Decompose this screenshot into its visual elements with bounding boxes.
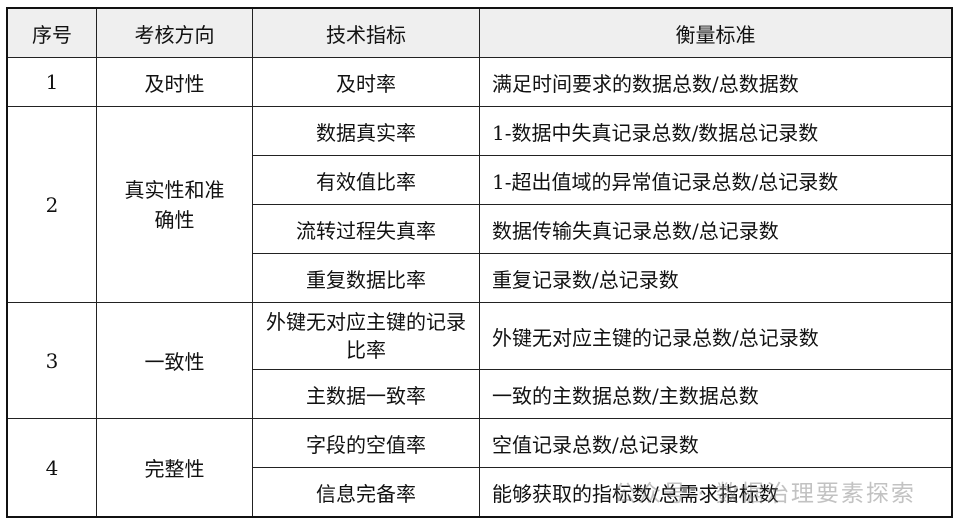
cell-metric: 信息完备率 — [252, 467, 480, 518]
cell-metric: 数据真实率 — [252, 106, 480, 156]
cell-metric: 流转过程失真率 — [252, 204, 480, 254]
cell-metric: 外键无对应主键的记录比率 — [252, 302, 480, 370]
cell-standard: 数据传输失真记录总数/总记录数 — [479, 204, 953, 254]
cell-standard: 1-数据中失真记录总数/数据总记录数 — [479, 106, 953, 156]
header-metric: 技术指标 — [252, 7, 480, 58]
cell-direction: 及时性 — [96, 57, 253, 107]
cell-direction: 真实性和准确性 — [96, 106, 253, 303]
header-row: 序号 考核方向 技术指标 衡量标准 — [6, 7, 953, 58]
cell-direction: 一致性 — [96, 302, 253, 419]
cell-no: 4 — [6, 418, 97, 518]
table-row: 重复数据比率 重复记录数/总记录数 — [7, 253, 953, 303]
cell-standard: 一致的主数据总数/主数据总数 — [479, 369, 953, 419]
cell-no: 3 — [6, 302, 97, 419]
table-row: 3 一致性 外键无对应主键的记录比率 外键无对应主键的记录总数/总记录数 — [6, 302, 953, 419]
cell-metric: 有效值比率 — [252, 155, 480, 205]
metrics-table: 序号 考核方向 技术指标 衡量标准 1 及时性 及时率 满足时间要求的数据总数/总数据… — [6, 7, 953, 518]
table-row: 1 及时性 及时率 满足时间要求的数据总数/总数据数 — [6, 57, 953, 107]
cell-standard: 重复记录数/总记录数 — [479, 253, 953, 303]
cell-standard: 能够获取的指标数/总需求指标数 — [479, 467, 953, 518]
cell-standard: 1-超出值域的异常值记录总数/总记录数 — [479, 155, 953, 205]
table-row: 4 完整性 字段的空值率 空值记录总数/总记录数 — [6, 418, 953, 518]
header-direction: 考核方向 — [96, 7, 253, 58]
table-row: 2 真实性和准确性 数据真实率 1-数据中失真记录总数/数据总记录数 — [6, 106, 953, 303]
cell-metric: 主数据一致率 — [252, 369, 480, 419]
cell-standard: 外键无对应主键的记录总数/总记录数 — [479, 302, 953, 370]
cell-metric: 重复数据比率 — [252, 253, 480, 303]
cell-standard: 满足时间要求的数据总数/总数据数 — [479, 57, 953, 107]
header-no: 序号 — [6, 7, 97, 58]
table-row: 有效值比率 1-超出值域的异常值记录总数/总记录数 — [7, 155, 953, 205]
cell-standard: 空值记录总数/总记录数 — [479, 418, 953, 468]
cell-no: 1 — [6, 57, 97, 107]
table-row: 信息完备率 能够获取的指标数/总需求指标数 — [7, 467, 953, 518]
cell-direction: 完整性 — [96, 418, 253, 518]
cell-metric: 及时率 — [252, 57, 480, 107]
cell-no: 2 — [6, 106, 97, 303]
cell-metric: 字段的空值率 — [252, 418, 480, 468]
header-standard: 衡量标准 — [479, 7, 953, 58]
